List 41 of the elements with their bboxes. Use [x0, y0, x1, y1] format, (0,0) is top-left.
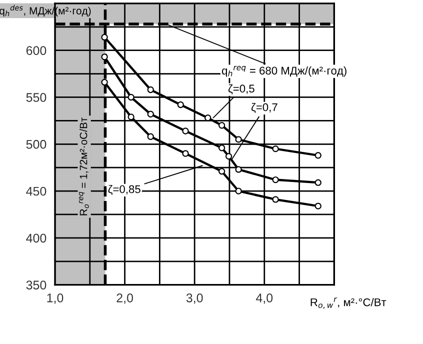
point: [218, 144, 226, 152]
point: [182, 150, 189, 157]
point: [314, 179, 322, 186]
point: [314, 152, 322, 159]
point: [128, 114, 134, 120]
point: [225, 152, 232, 160]
point: [235, 188, 242, 194]
x-axis-title: R$_{o,w}$$^{r}$, м²·°С/Вт: [310, 297, 386, 309]
point: [235, 136, 242, 143]
point: [182, 128, 189, 134]
y-tick-label: 400: [26, 234, 46, 243]
ref-line-label: R$_{o}$$^{req}$ = 1,72м²·оС/Вт: [79, 117, 89, 216]
point: [128, 94, 134, 101]
point: [272, 196, 279, 203]
point: [177, 101, 184, 108]
point: [218, 122, 226, 129]
point: [235, 166, 242, 173]
point: [147, 133, 154, 140]
point: [101, 34, 108, 41]
x-tick-label: 2,0: [116, 293, 133, 304]
x-tick-label: 1,0: [47, 293, 64, 304]
point: [147, 110, 154, 118]
point: [101, 78, 108, 86]
y-tick-label: 600: [26, 46, 46, 55]
annotation: q$_{h}$$^{req}$ = 680 МДж/(м²·год): [222, 66, 346, 77]
y-tick-label: 550: [26, 93, 46, 102]
y-tick-label: 450: [26, 186, 46, 196]
point: [218, 168, 226, 175]
point: [314, 202, 322, 210]
point: [204, 114, 212, 122]
x-tick-label: 4,0: [256, 293, 273, 304]
y-tick-label: 500: [26, 140, 46, 149]
x-tick-label: 3,0: [186, 293, 203, 304]
annotation: ζ=0,7: [251, 102, 278, 113]
annotation: ζ=0,85: [108, 184, 140, 195]
point: [147, 86, 154, 94]
point: [101, 54, 108, 60]
point: [272, 176, 279, 184]
y-tick-label: 350: [26, 280, 46, 290]
point: [272, 145, 279, 152]
annotation: ζ=0,5: [228, 84, 254, 94]
